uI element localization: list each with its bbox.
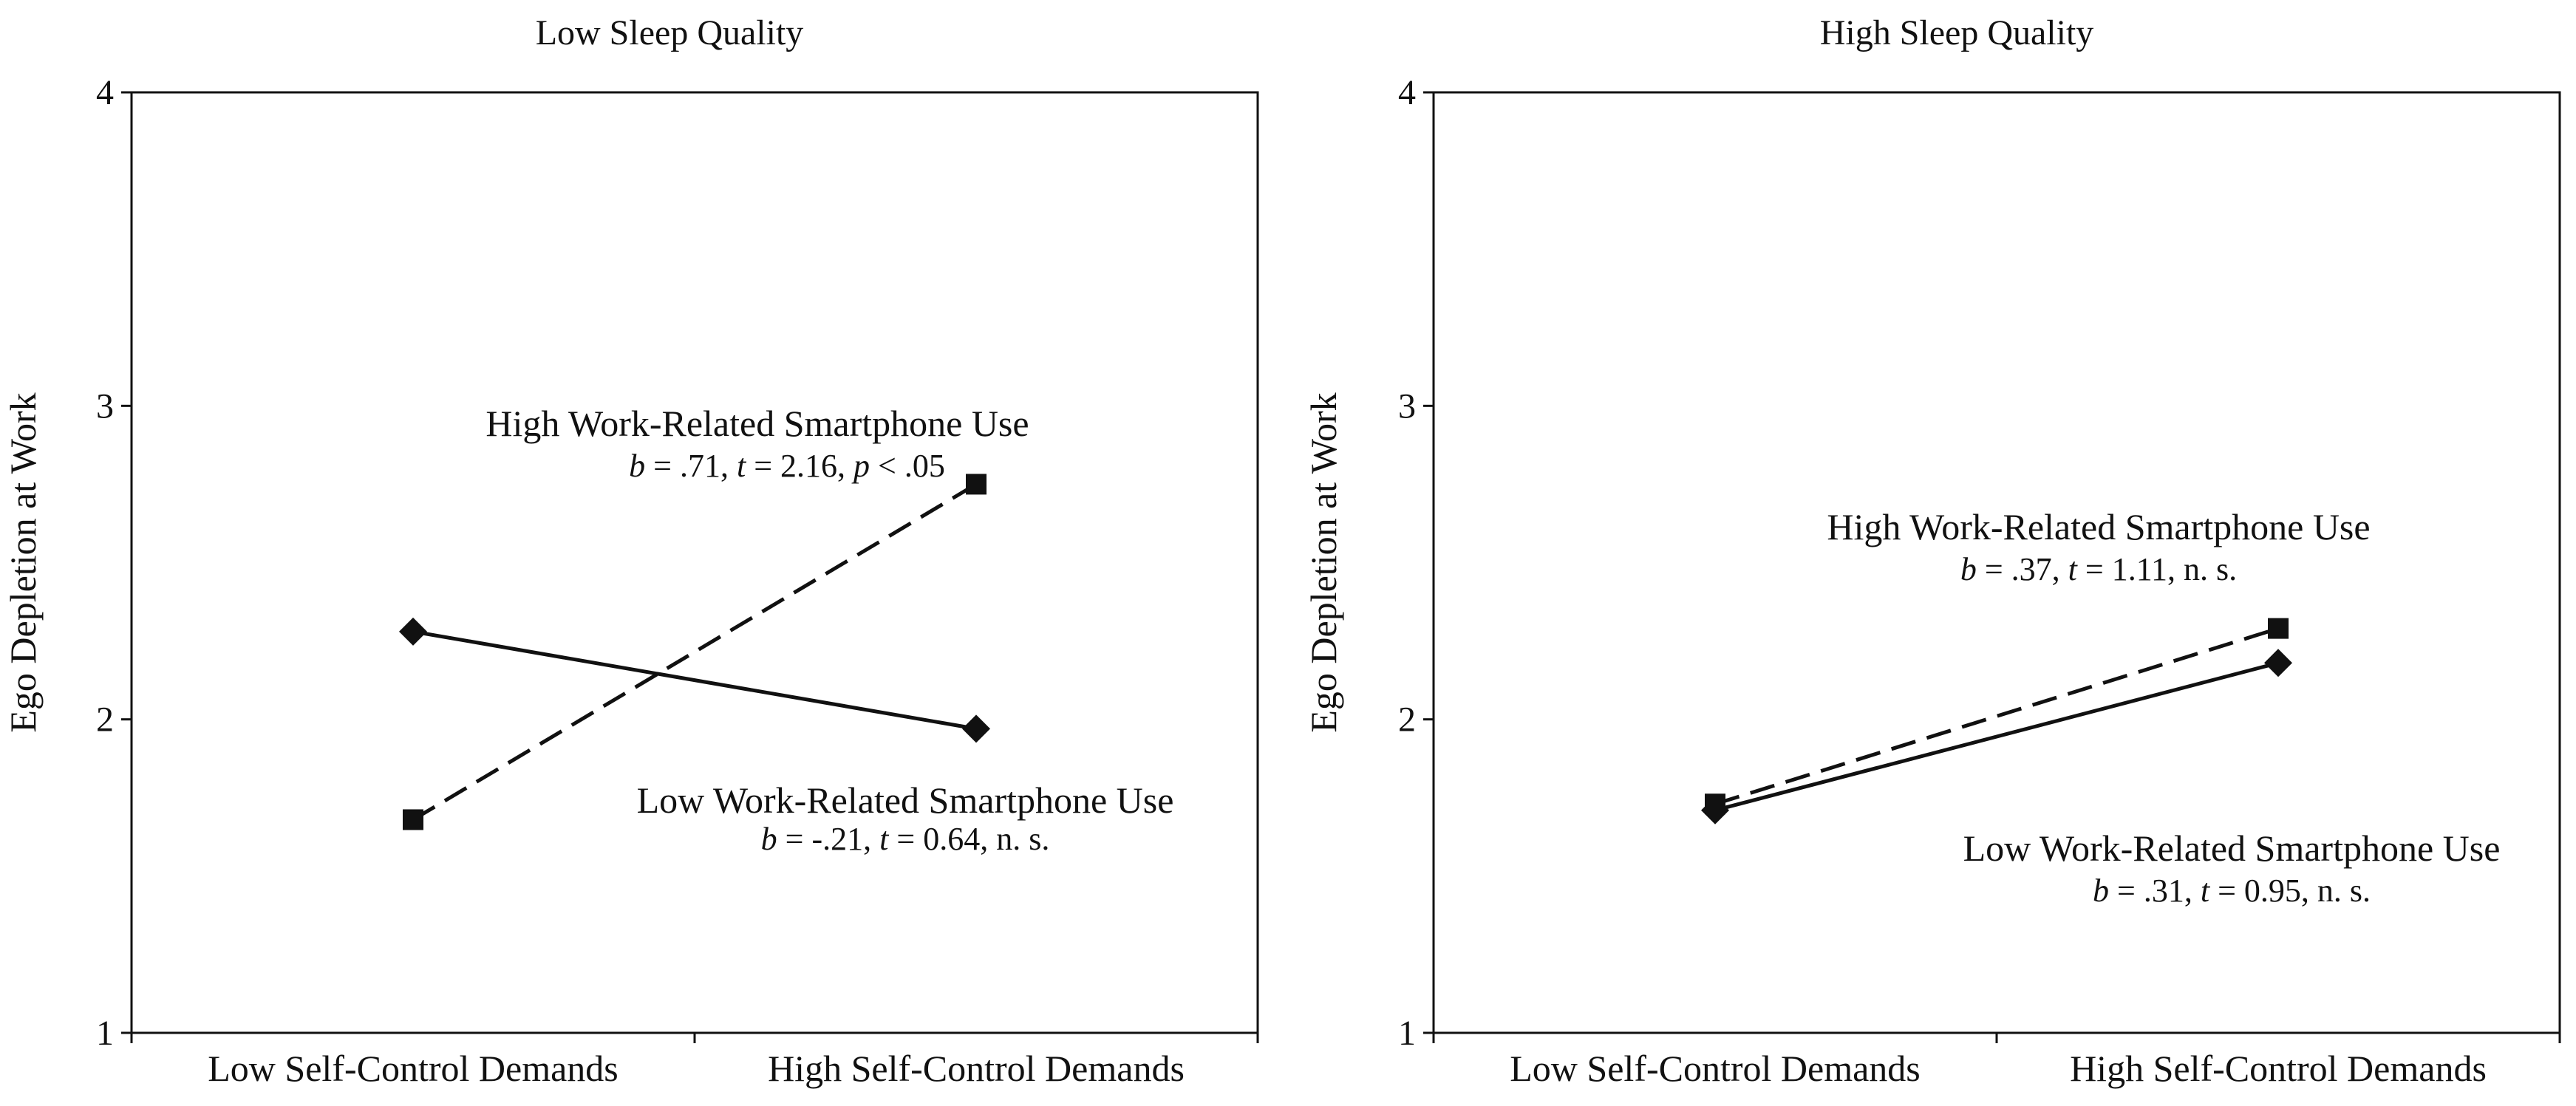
high-sleep-category-label: Low Self-Control Demands xyxy=(1510,1048,1920,1089)
low-sleep-panel: Low Sleep Quality 1 2 3 4 Low Self-Control De… xyxy=(2,13,1259,1089)
low-sleep-high-use-marker xyxy=(403,809,423,830)
high-sleep-low-use-series-line xyxy=(1714,660,2279,813)
low-sleep-ylabel: Ego Depletion at Work xyxy=(2,392,44,732)
high-sleep-low-use-annotation-name: Low Work-Related Smartphone Use xyxy=(1963,827,2501,869)
stat-fragment: b xyxy=(629,448,645,484)
stat-fragment: = -.21, xyxy=(777,821,879,857)
high-sleep-ytick-label: 3 xyxy=(1398,386,1416,426)
high-sleep-panel: High Sleep Quality 1 2 3 4 Low Self-Control D… xyxy=(1303,13,2561,1089)
low-sleep-high-use-annotation-stats: b = .71, t = 2.16, p < .05 xyxy=(629,448,945,484)
high-sleep-ytick-label: 2 xyxy=(1398,700,1416,740)
high-sleep-ylabel: Ego Depletion at Work xyxy=(1303,392,1344,732)
high-sleep-category-label: High Self-Control Demands xyxy=(2070,1048,2487,1089)
low-sleep-ytick-label: 1 xyxy=(96,1014,114,1053)
low-sleep-high-use-marker xyxy=(966,474,987,495)
stat-fragment: t xyxy=(2068,551,2079,587)
stat-fragment: = 0.95, n. s. xyxy=(2209,873,2371,909)
high-sleep-high-use-annotation-name: High Work-Related Smartphone Use xyxy=(1827,506,2370,547)
low-sleep-high-use-series-line xyxy=(412,482,978,822)
stat-fragment: = .31, xyxy=(2109,873,2201,909)
low-sleep-low-use-series-line xyxy=(412,629,977,731)
low-sleep-plot-frame xyxy=(130,91,1259,1034)
stat-fragment: t xyxy=(2201,873,2211,909)
high-sleep-title: High Sleep Quality xyxy=(1820,13,2094,52)
high-sleep-low-use-annotation-stats: b = .31, t = 0.95, n. s. xyxy=(2093,873,2371,909)
high-sleep-ytick-label: 1 xyxy=(1398,1014,1416,1053)
low-sleep-category-label: Low Self-Control Demands xyxy=(208,1048,618,1089)
stat-fragment: b xyxy=(761,821,777,857)
high-sleep-high-use-marker xyxy=(2268,618,2289,639)
low-sleep-category-label: High Self-Control Demands xyxy=(768,1048,1185,1089)
stat-fragment: = 2.16, xyxy=(746,448,853,484)
stat-fragment: < .05 xyxy=(870,448,945,484)
stat-fragment: = .71, xyxy=(645,448,737,484)
stat-fragment: = 0.64, n. s. xyxy=(888,821,1049,857)
high-sleep-ytick-label: 4 xyxy=(1398,73,1416,112)
low-sleep-title: Low Sleep Quality xyxy=(536,13,804,52)
low-sleep-ytick-label: 3 xyxy=(96,386,114,426)
stat-fragment: b xyxy=(2093,873,2109,909)
stat-fragment: t xyxy=(737,448,747,484)
high-sleep-high-use-annotation-stats: b = .37, t = 1.11, n. s. xyxy=(1960,551,2237,587)
low-sleep-low-use-annotation-name: Low Work-Related Smartphone Use xyxy=(637,779,1174,821)
stat-fragment: p xyxy=(851,448,870,484)
stat-fragment: = .37, xyxy=(1977,551,2068,587)
low-sleep-low-use-marker xyxy=(962,714,990,743)
stat-fragment: t xyxy=(879,821,890,857)
high-sleep-low-use-marker xyxy=(2264,649,2292,677)
low-sleep-high-use-annotation-name: High Work-Related Smartphone Use xyxy=(485,403,1029,444)
low-sleep-ytick-label: 2 xyxy=(96,700,114,740)
low-sleep-ytick-label: 4 xyxy=(96,73,114,112)
low-sleep-low-use-annotation-stats: b = -.21, t = 0.64, n. s. xyxy=(761,821,1050,857)
low-sleep-low-use-marker xyxy=(399,617,427,646)
high-sleep-high-use-series-line xyxy=(1714,627,2279,806)
stat-fragment: b xyxy=(1960,551,1977,587)
high-sleep-low-use-marker xyxy=(1701,796,1729,825)
stat-fragment: = 1.11, n. s. xyxy=(2077,551,2237,587)
